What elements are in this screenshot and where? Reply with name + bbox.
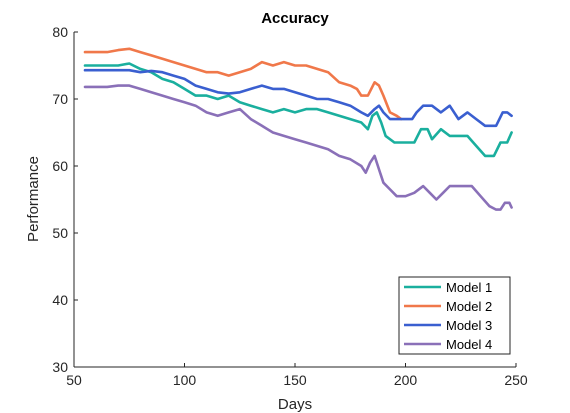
y-tick-label: 40 bbox=[52, 292, 68, 308]
series-line-model-2 bbox=[83, 47, 403, 121]
series-line-model-1 bbox=[83, 62, 513, 158]
legend-label-model-3: Model 3 bbox=[446, 318, 492, 333]
y-tick-label: 30 bbox=[52, 359, 68, 375]
legend-label-model-2: Model 2 bbox=[446, 299, 492, 314]
y-tick-label: 80 bbox=[52, 24, 68, 40]
legend-box bbox=[398, 276, 511, 355]
x-tick-label: 200 bbox=[394, 372, 418, 388]
axis-ticks: 50 100 150 200 250 30 40 50 60 70 80 bbox=[52, 24, 527, 388]
chart-title: Accuracy bbox=[261, 10, 329, 27]
y-tick-label: 70 bbox=[52, 91, 68, 107]
series-lines bbox=[83, 47, 513, 211]
legend-label-model-1: Model 1 bbox=[446, 280, 492, 295]
legend-label-model-4: Model 4 bbox=[446, 337, 492, 352]
x-tick-label: 50 bbox=[66, 372, 82, 388]
series-line-model-3 bbox=[83, 68, 513, 128]
series-line-model-4 bbox=[83, 84, 513, 211]
y-tick-label: 60 bbox=[52, 158, 68, 174]
x-tick-label: 250 bbox=[504, 372, 528, 388]
y-axis-label: Performance bbox=[25, 156, 42, 242]
y-tick-label: 50 bbox=[52, 225, 68, 241]
x-axis-label: Days bbox=[278, 396, 312, 413]
legend: Model 1 Model 2 Model 3 Model 4 bbox=[398, 276, 511, 355]
x-tick-label: 100 bbox=[173, 372, 197, 388]
x-tick-label: 150 bbox=[283, 372, 307, 388]
